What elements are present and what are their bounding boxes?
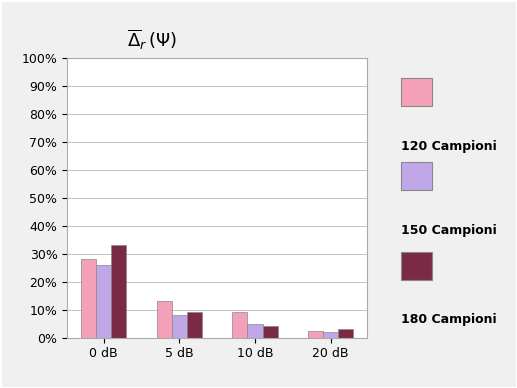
Bar — [96, 265, 111, 338]
Bar — [338, 329, 354, 338]
Bar — [172, 315, 187, 338]
FancyBboxPatch shape — [401, 251, 432, 279]
Bar — [323, 332, 338, 338]
Text: 120 Campioni: 120 Campioni — [401, 140, 497, 153]
Bar — [263, 326, 278, 338]
Text: 180 Campioni: 180 Campioni — [401, 313, 497, 326]
Bar — [308, 331, 323, 338]
Bar — [157, 301, 172, 338]
Bar — [248, 324, 263, 338]
Bar — [232, 312, 248, 338]
Text: 150 Campioni: 150 Campioni — [401, 223, 497, 237]
Text: $\overline{\Delta}_r\,(\Psi)$: $\overline{\Delta}_r\,(\Psi)$ — [127, 28, 177, 52]
Bar — [111, 245, 126, 338]
FancyBboxPatch shape — [401, 162, 432, 190]
Bar — [81, 259, 96, 338]
FancyBboxPatch shape — [401, 78, 432, 106]
Bar — [187, 312, 202, 338]
